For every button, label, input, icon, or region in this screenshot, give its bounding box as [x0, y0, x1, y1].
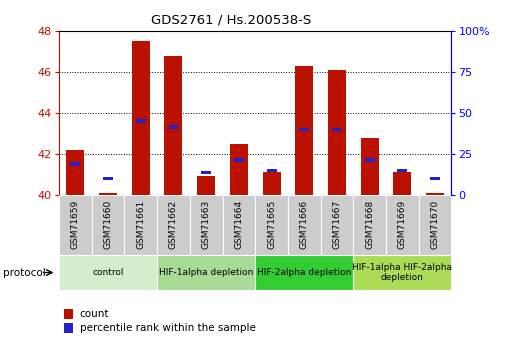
Bar: [223, 195, 255, 255]
Bar: [299, 128, 309, 131]
Bar: [234, 158, 244, 162]
Bar: [59, 255, 157, 290]
Text: percentile rank within the sample: percentile rank within the sample: [80, 323, 255, 333]
Text: GSM71667: GSM71667: [332, 200, 342, 249]
Bar: [353, 195, 386, 255]
Bar: [157, 255, 255, 290]
Bar: [66, 150, 84, 195]
Bar: [70, 162, 81, 166]
Bar: [165, 56, 183, 195]
Text: HIF-1alpha HIF-2alpha
depletion: HIF-1alpha HIF-2alpha depletion: [352, 263, 452, 282]
Bar: [353, 255, 451, 290]
Bar: [92, 195, 125, 255]
Bar: [230, 144, 248, 195]
Text: protocol: protocol: [3, 268, 45, 277]
Bar: [328, 70, 346, 195]
Bar: [157, 195, 190, 255]
Text: GSM71670: GSM71670: [430, 200, 440, 249]
Text: GSM71664: GSM71664: [234, 200, 243, 249]
Text: GSM71660: GSM71660: [104, 200, 112, 249]
Bar: [136, 119, 146, 123]
Text: count: count: [80, 309, 109, 319]
Bar: [59, 195, 92, 255]
Bar: [201, 170, 211, 174]
Bar: [419, 195, 451, 255]
Bar: [398, 168, 407, 172]
Bar: [386, 195, 419, 255]
Bar: [263, 172, 281, 195]
Bar: [365, 158, 374, 162]
Bar: [255, 255, 353, 290]
Bar: [103, 177, 113, 180]
Bar: [321, 195, 353, 255]
Text: GDS2761 / Hs.200538-S: GDS2761 / Hs.200538-S: [151, 14, 311, 27]
Bar: [430, 177, 440, 180]
Text: HIF-2alpha depletion: HIF-2alpha depletion: [257, 268, 351, 277]
Text: GSM71669: GSM71669: [398, 200, 407, 249]
Text: GSM71668: GSM71668: [365, 200, 374, 249]
Text: GSM71662: GSM71662: [169, 200, 178, 249]
Bar: [393, 172, 411, 195]
Bar: [288, 195, 321, 255]
Bar: [190, 195, 223, 255]
Text: GSM71665: GSM71665: [267, 200, 276, 249]
Text: control: control: [92, 268, 124, 277]
Bar: [124, 195, 157, 255]
Bar: [99, 193, 117, 195]
Bar: [426, 193, 444, 195]
Bar: [168, 126, 179, 129]
Text: GSM71659: GSM71659: [71, 200, 80, 249]
Text: GSM71663: GSM71663: [202, 200, 211, 249]
Text: GSM71666: GSM71666: [300, 200, 309, 249]
Bar: [255, 195, 288, 255]
Bar: [295, 66, 313, 195]
Text: GSM71661: GSM71661: [136, 200, 145, 249]
Bar: [361, 138, 379, 195]
Text: HIF-1alpha depletion: HIF-1alpha depletion: [159, 268, 253, 277]
Bar: [267, 168, 277, 172]
Bar: [132, 41, 150, 195]
Bar: [197, 177, 215, 195]
Bar: [332, 128, 342, 131]
